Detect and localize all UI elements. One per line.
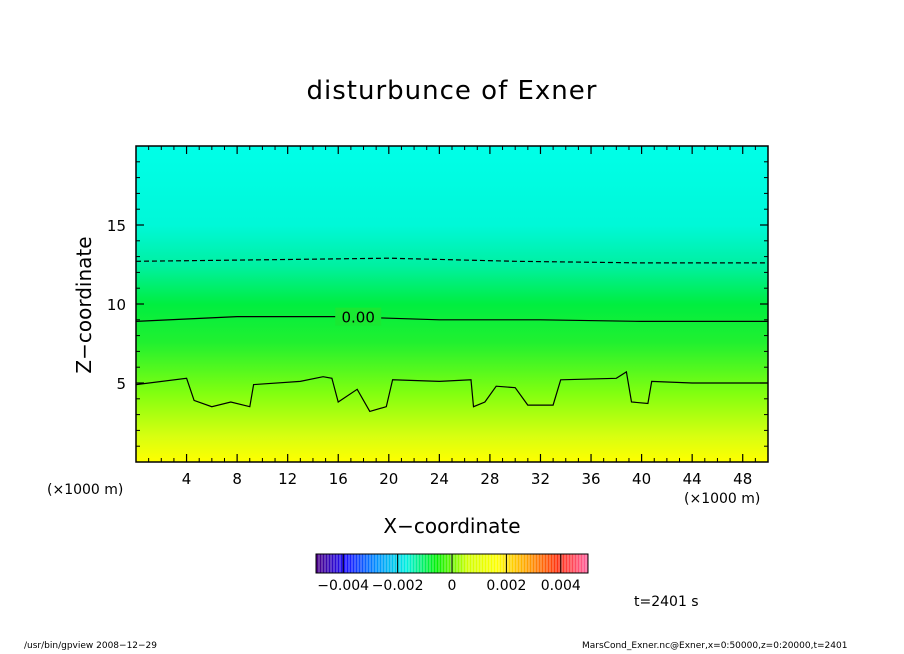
x-tick-label: 44: [683, 470, 702, 488]
x-tick-label: 40: [632, 470, 651, 488]
colorbar-tick-label: 0: [448, 578, 457, 594]
y-tick-label: 10: [107, 296, 126, 314]
x-tick-label: 32: [531, 470, 550, 488]
chart-title: disturbunce of Exner: [306, 76, 598, 106]
contour-line-0: [135, 316, 768, 322]
x-tick-label: 4: [182, 470, 192, 488]
colorbar-tick-label: 0.002: [486, 578, 526, 594]
colorbar-tick-label: −0.002: [372, 578, 424, 594]
contour-label-bg: [335, 307, 382, 326]
colorbar-tick-label: −0.004: [317, 578, 369, 594]
y-tick-label: 15: [107, 217, 126, 235]
y-axis-label: Z−coordinate: [72, 236, 96, 374]
x-unit-right: (×1000 m): [684, 491, 761, 507]
x-axis-label: X−coordinate: [383, 514, 521, 538]
time-label: t=2401 s: [634, 594, 699, 610]
plot-area: [136, 146, 768, 462]
footer-right: MarsCond_Exner.nc@Exner,x=0:50000,z=0:20…: [582, 641, 848, 651]
contour-label: 0.00: [341, 309, 374, 327]
colorbar: −0.004 −0.002 0 0.002 0.004: [315, 553, 589, 594]
footer-left: /usr/bin/gpview 2008−12−29: [24, 641, 158, 651]
heatmap-field: [136, 146, 768, 462]
colorbar-tick-label: 0.004: [541, 578, 581, 594]
x-tick-label: 12: [278, 470, 297, 488]
x-tick-label: 16: [329, 470, 348, 488]
x-tick-label: 24: [430, 470, 449, 488]
contour-line-1: [135, 257, 768, 264]
y-tick-label: 5: [116, 375, 126, 393]
contour-line-2: [135, 370, 768, 413]
contour-lines: 0.00: [135, 257, 768, 413]
x-tick-label: 20: [379, 470, 398, 488]
x-tick-label: 36: [581, 470, 600, 488]
x-tick-label: 8: [232, 470, 242, 488]
x-unit-left: (×1000 m): [47, 482, 124, 498]
x-tick-label: 28: [480, 470, 499, 488]
x-tick-label: 48: [733, 470, 752, 488]
